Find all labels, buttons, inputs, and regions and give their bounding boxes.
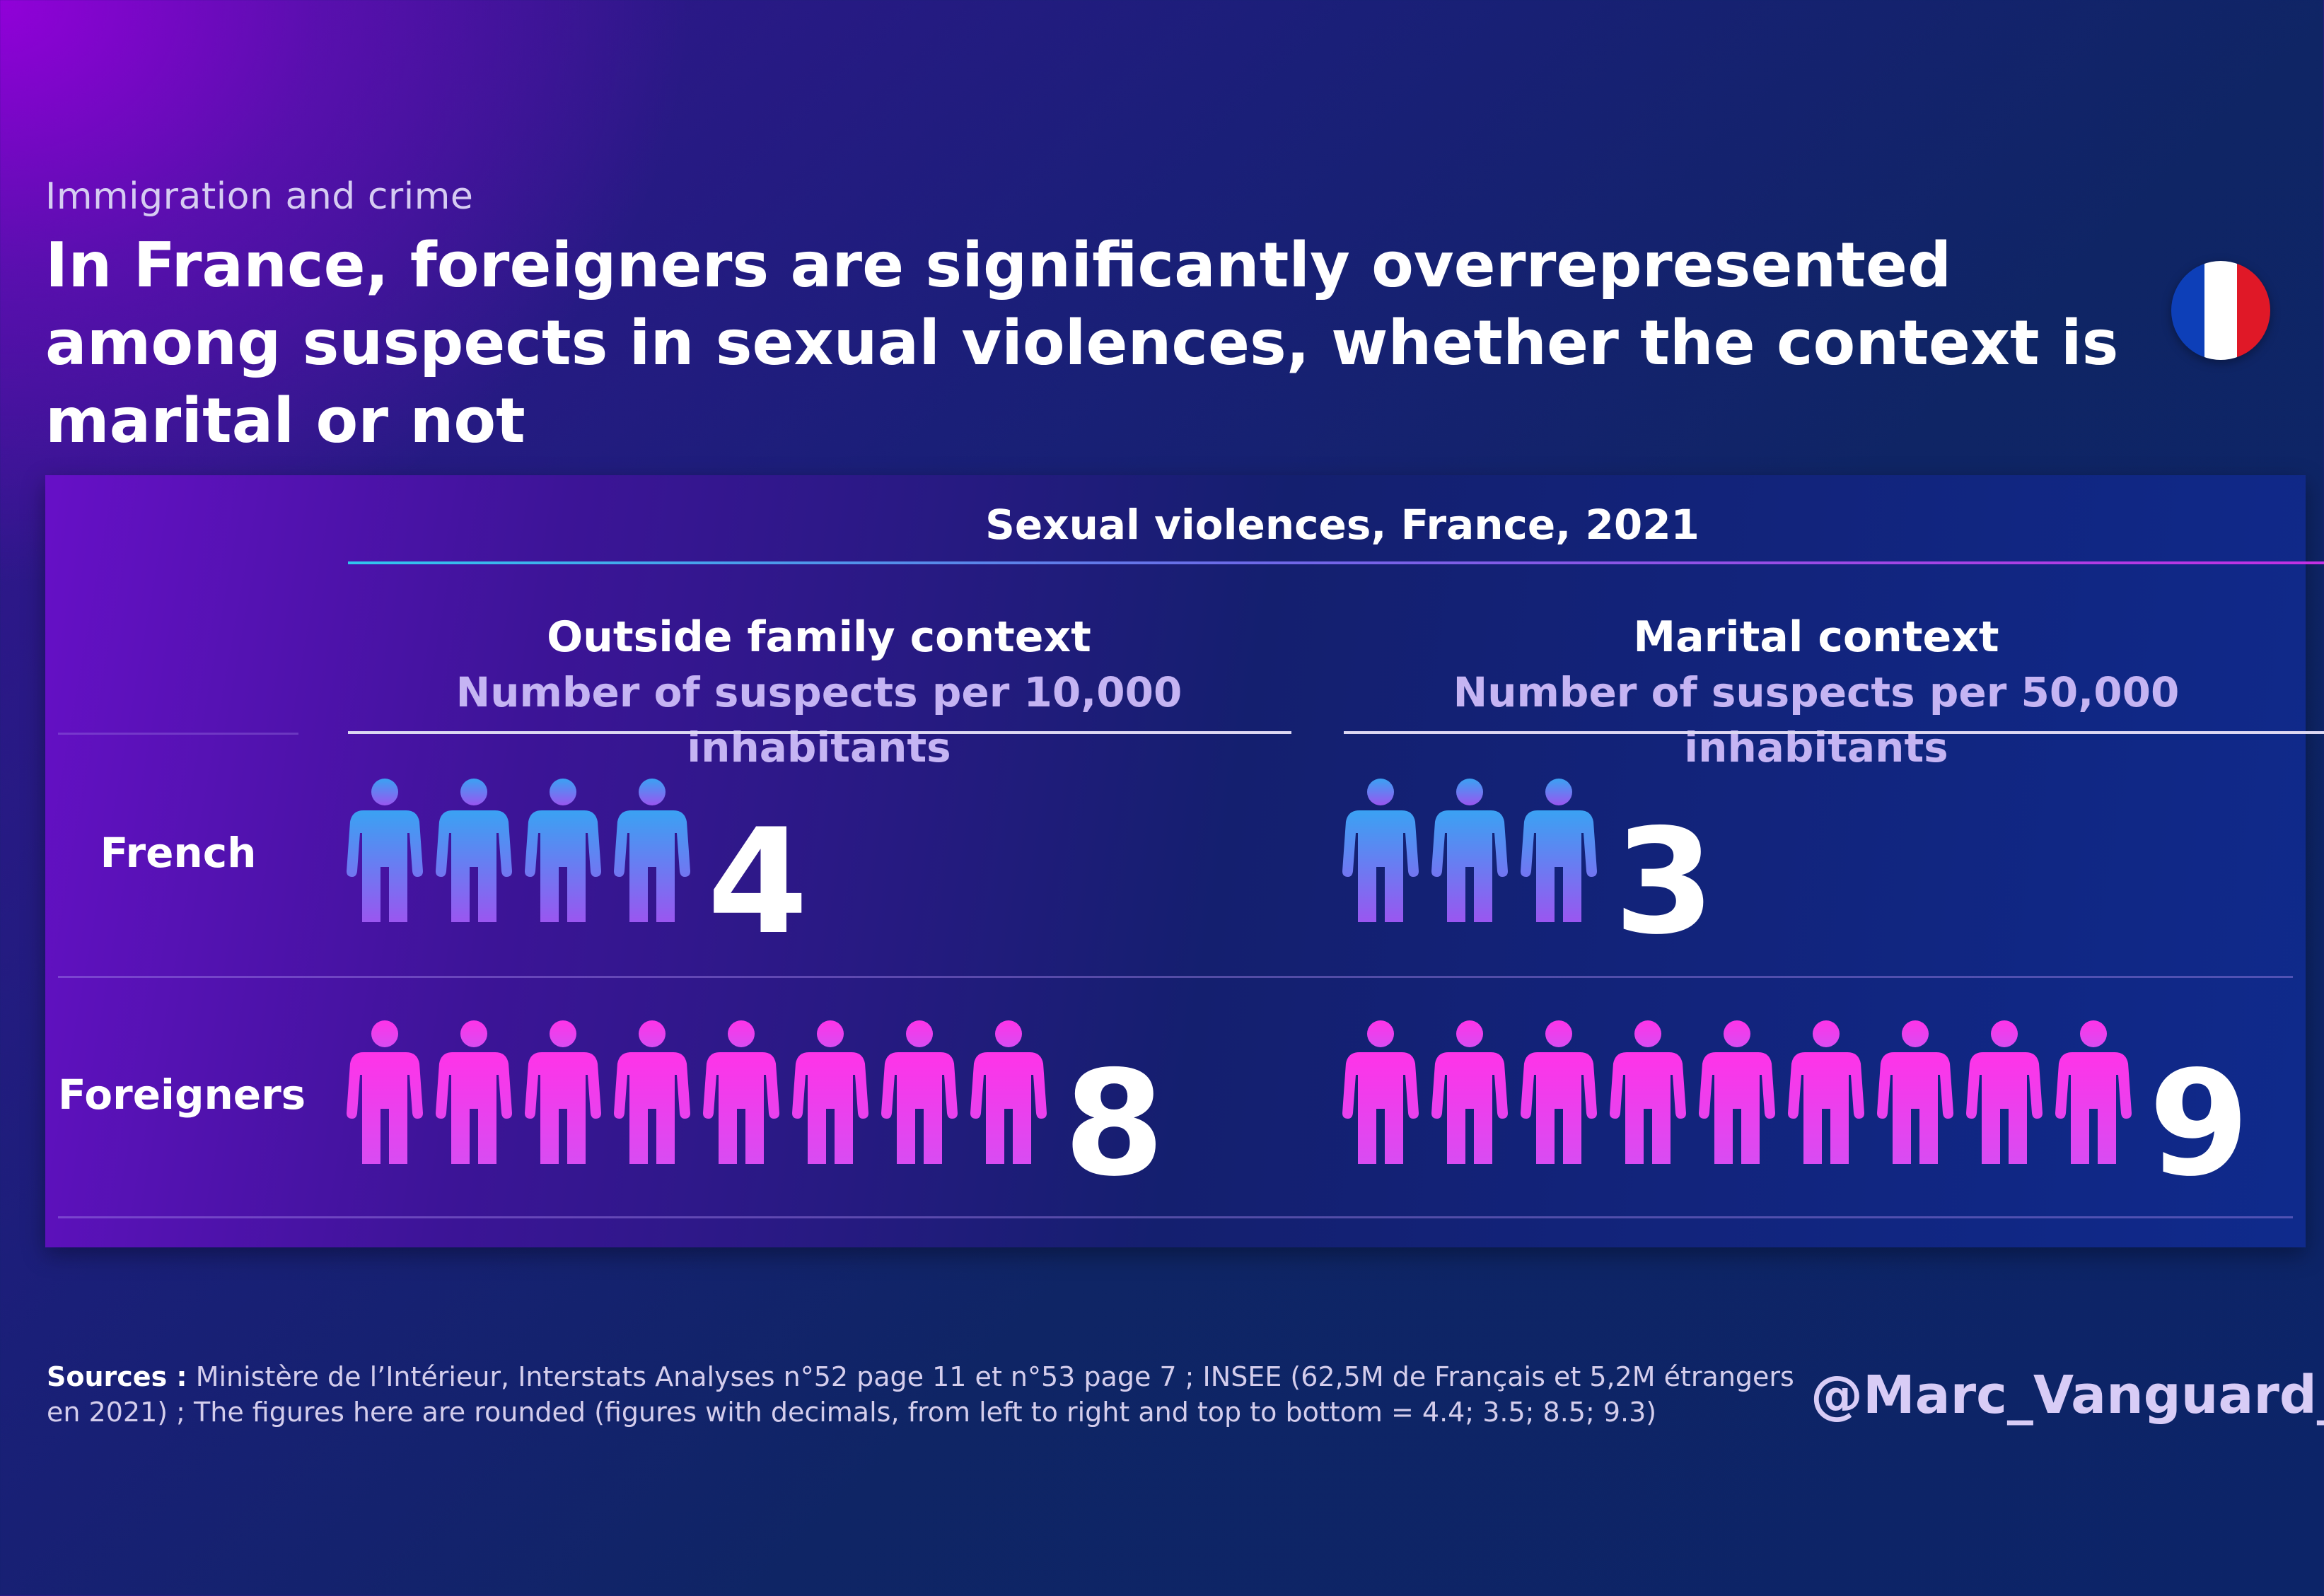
flag-band-blue bbox=[2171, 261, 2204, 360]
kicker: Immigration and crime bbox=[45, 175, 474, 218]
person-icon bbox=[792, 1020, 868, 1164]
person-icon bbox=[1431, 1020, 1508, 1164]
person-icon bbox=[2055, 1020, 2132, 1164]
person-icon bbox=[1521, 1020, 1597, 1164]
person-icon bbox=[525, 779, 601, 922]
column-header-marital: Marital context Number of suspects per 5… bbox=[1342, 610, 2290, 775]
person-icon bbox=[1342, 1020, 1419, 1164]
person-icon bbox=[347, 1020, 423, 1164]
person-icon bbox=[436, 779, 512, 922]
chart-title: Sexual violences, France, 2021 bbox=[985, 501, 1700, 549]
person-icon bbox=[1699, 1020, 1775, 1164]
person-icon bbox=[1877, 1020, 1953, 1164]
chart-panel: Sexual violences, France, 2021 Outside f… bbox=[45, 475, 2324, 1247]
row-separator bbox=[58, 976, 2293, 978]
sources-label: Sources : bbox=[47, 1361, 187, 1392]
row-label-french: French bbox=[100, 829, 257, 877]
flag-band-red bbox=[2237, 261, 2270, 360]
author-handle: @Marc_Vanguard_i bbox=[1811, 1365, 2324, 1426]
pictogram-foreigners-marital bbox=[1342, 1020, 2144, 1167]
france-flag-icon bbox=[2171, 261, 2270, 360]
value-foreigners-marital: 9 bbox=[2149, 1040, 2250, 1208]
sources-note: Sources : Ministère de l’Intérieur, Inte… bbox=[47, 1359, 1815, 1430]
person-icon bbox=[1342, 779, 1419, 922]
pictogram-french-marital bbox=[1342, 778, 1610, 925]
person-icon bbox=[525, 1020, 601, 1164]
page-title: In France, foreigners are significantly … bbox=[45, 229, 2119, 457]
column-title: Outside family context bbox=[547, 612, 1091, 662]
column-subtitle: Number of suspects per 10,000 inhabitant… bbox=[455, 668, 1183, 771]
person-icon bbox=[703, 1020, 779, 1164]
person-icon bbox=[1431, 779, 1508, 922]
person-icon bbox=[1521, 779, 1597, 922]
column-subtitle: Number of suspects per 50,000 inhabitant… bbox=[1453, 668, 2180, 771]
column-header-rule bbox=[1344, 731, 2324, 734]
person-icon bbox=[614, 779, 690, 922]
chart-title-rule bbox=[348, 561, 2324, 564]
person-icon bbox=[436, 1020, 512, 1164]
person-icon bbox=[1788, 1020, 1864, 1164]
column-header-rule bbox=[348, 731, 1291, 734]
person-icon bbox=[1966, 1020, 2043, 1164]
person-icon bbox=[1610, 1020, 1686, 1164]
person-icon bbox=[881, 1020, 958, 1164]
value-french-outside-family: 4 bbox=[707, 798, 808, 967]
row-label-separator bbox=[58, 733, 298, 735]
column-header-outside-family: Outside family context Number of suspect… bbox=[345, 610, 1293, 775]
value-french-marital: 3 bbox=[1614, 798, 1715, 967]
sources-text: Ministère de l’Intérieur, Interstats Ana… bbox=[47, 1361, 1794, 1428]
value-foreigners-outside-family: 8 bbox=[1064, 1040, 1165, 1208]
person-icon bbox=[614, 1020, 690, 1164]
row-label-foreigners: Foreigners bbox=[58, 1071, 306, 1119]
person-icon bbox=[970, 1020, 1047, 1164]
column-title: Marital context bbox=[1633, 612, 1999, 662]
pictogram-foreigners-outside-family bbox=[347, 1020, 1059, 1167]
pictogram-french-outside-family bbox=[347, 778, 703, 925]
row-separator bbox=[58, 1216, 2293, 1218]
person-icon bbox=[347, 779, 423, 922]
flag-band-white bbox=[2204, 261, 2238, 360]
